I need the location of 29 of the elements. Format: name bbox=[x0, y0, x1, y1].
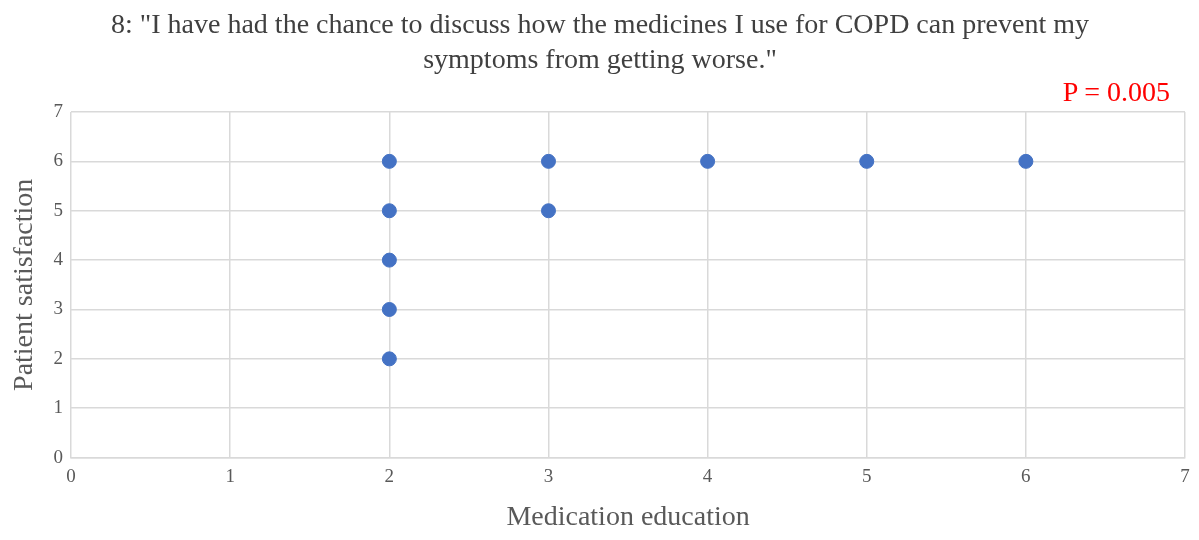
point bbox=[381, 153, 397, 169]
y-tick-label: 5 bbox=[53, 198, 64, 220]
point bbox=[700, 153, 716, 169]
y-tick-label: 7 bbox=[53, 99, 64, 121]
x-tick-label: 1 bbox=[225, 464, 235, 486]
point bbox=[1018, 153, 1034, 169]
x-tick-label: 6 bbox=[1021, 464, 1031, 486]
point bbox=[540, 153, 556, 169]
y-tick-label: 4 bbox=[53, 248, 64, 270]
y-tick-label: 3 bbox=[53, 297, 64, 319]
x-tick-label: 7 bbox=[1180, 464, 1190, 486]
text: P = 0.005 bbox=[1062, 76, 1170, 108]
point bbox=[381, 203, 397, 219]
y-tick-label: 6 bbox=[53, 149, 64, 171]
y-tick-label: 2 bbox=[53, 346, 64, 368]
x-tick-label: 2 bbox=[384, 464, 395, 486]
chart-title: 8: "I have had the chance to discuss how the medicines I use for COPD can prevent my symptoms from getting worse." bbox=[110, 7, 1090, 76]
point bbox=[381, 351, 397, 367]
x-tick-label: 5 bbox=[861, 464, 872, 486]
point bbox=[381, 301, 397, 317]
x-axis-title: Medication education bbox=[506, 499, 750, 531]
y-tick-label: 0 bbox=[53, 445, 64, 467]
x-tick-label: 3 bbox=[543, 464, 554, 486]
y-tick-label: 1 bbox=[53, 396, 64, 418]
x-tick-label: 4 bbox=[702, 464, 713, 486]
point bbox=[381, 252, 397, 268]
point bbox=[540, 203, 556, 219]
y-axis-title: Patient satisfaction bbox=[7, 178, 39, 391]
point bbox=[859, 153, 875, 169]
